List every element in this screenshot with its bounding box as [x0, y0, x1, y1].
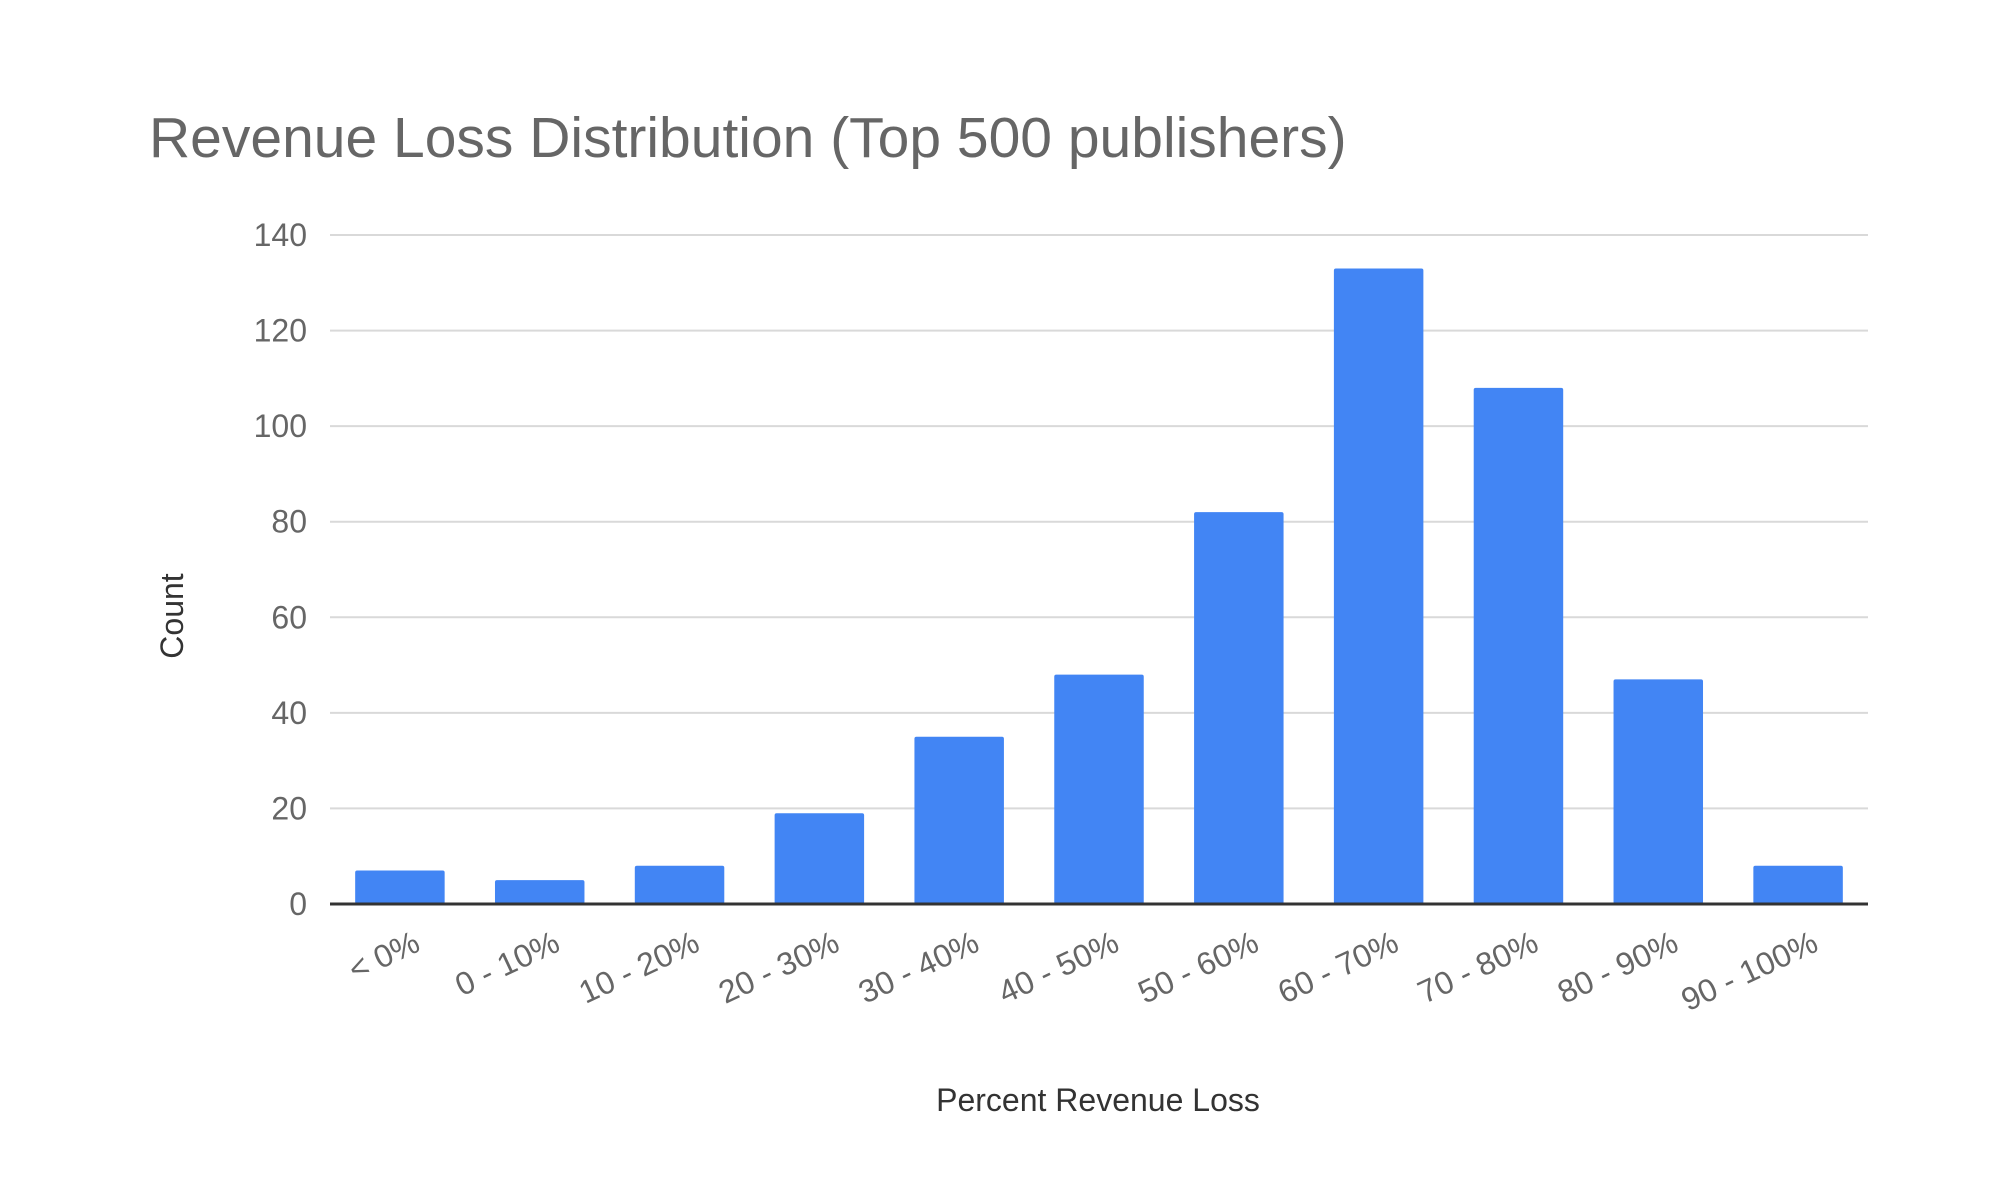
y-tick-label: 40 — [271, 695, 307, 731]
x-tick-label: 60 - 70% — [1272, 924, 1403, 1011]
x-tick-label: 0 - 10% — [450, 924, 565, 1003]
y-tick-label: 20 — [271, 790, 307, 826]
x-tick-label: 30 - 40% — [853, 924, 984, 1011]
x-axis-ticks: < 0% 0 - 10% 10 - 20% 20 - 30% 30 - 40% 40 - … — [343, 924, 1823, 1018]
y-tick-label: 80 — [271, 504, 307, 540]
x-tick-label: < 0% — [343, 924, 425, 988]
bar — [1333, 268, 1424, 904]
x-tick-label: 20 - 30% — [713, 924, 844, 1011]
bar — [1054, 674, 1144, 904]
bar — [774, 813, 865, 904]
bar — [634, 865, 725, 904]
bar — [1613, 679, 1704, 904]
y-tick-label: 0 — [289, 886, 307, 922]
bar — [914, 736, 1004, 904]
x-tick-label: 70 - 80% — [1412, 924, 1543, 1011]
bar — [1473, 387, 1564, 904]
y-axis-ticks: 0 20 40 60 80 100 120 140 — [254, 217, 307, 922]
y-tick-label: 100 — [254, 408, 307, 444]
y-tick-label: 120 — [254, 313, 307, 349]
bar — [355, 870, 445, 904]
bars — [355, 268, 1843, 904]
bar — [1194, 512, 1284, 904]
x-tick-label: 90 - 100% — [1676, 924, 1823, 1018]
bar — [1753, 865, 1843, 904]
x-axis-label: Percent Revenue Loss — [936, 1082, 1260, 1118]
y-tick-label: 60 — [271, 599, 307, 635]
x-tick-label: 50 - 60% — [1132, 924, 1263, 1011]
y-tick-label: 140 — [254, 217, 307, 253]
bar — [494, 880, 585, 904]
x-tick-label: 40 - 50% — [993, 924, 1124, 1011]
y-axis-label: Count — [154, 573, 190, 659]
chart-title: Revenue Loss Distribution (Top 500 publi… — [149, 106, 1347, 170]
x-tick-label: 80 - 90% — [1552, 924, 1683, 1011]
x-tick-label: 10 - 20% — [573, 924, 704, 1011]
gridlines — [330, 234, 1868, 810]
